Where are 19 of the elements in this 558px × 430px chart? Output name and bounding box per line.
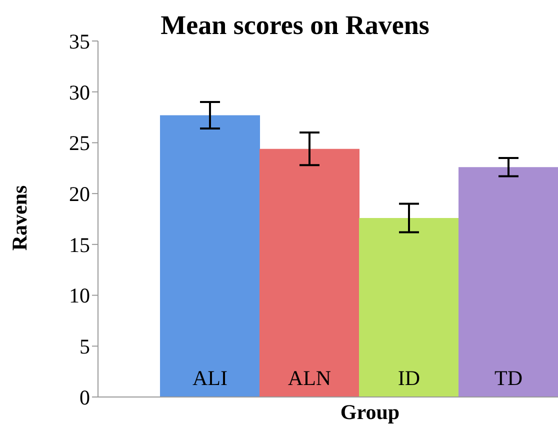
y-tick-label: 10 [69, 284, 90, 308]
y-tick-label: 15 [69, 232, 90, 257]
y-tick-label: 25 [69, 131, 90, 156]
x-tick-label: TD [494, 366, 522, 390]
x-tick-label: ID [398, 366, 420, 390]
y-tick-label: 30 [69, 80, 90, 104]
y-tick-label: 5 [80, 334, 90, 359]
x-tick-label: ALI [192, 366, 228, 390]
chart-title: Mean scores on Ravens [160, 10, 430, 41]
x-axis-title: Group [339, 400, 401, 425]
y-tick-label: 35 [69, 29, 90, 54]
x-tick-label: ALN [288, 366, 332, 390]
bar [160, 115, 260, 397]
y-tick-label: 0 [80, 385, 90, 410]
y-axis-title: Ravens [8, 185, 32, 251]
bar [458, 167, 558, 397]
bar [260, 148, 360, 397]
bar [359, 218, 459, 397]
y-tick-label: 20 [69, 182, 90, 206]
